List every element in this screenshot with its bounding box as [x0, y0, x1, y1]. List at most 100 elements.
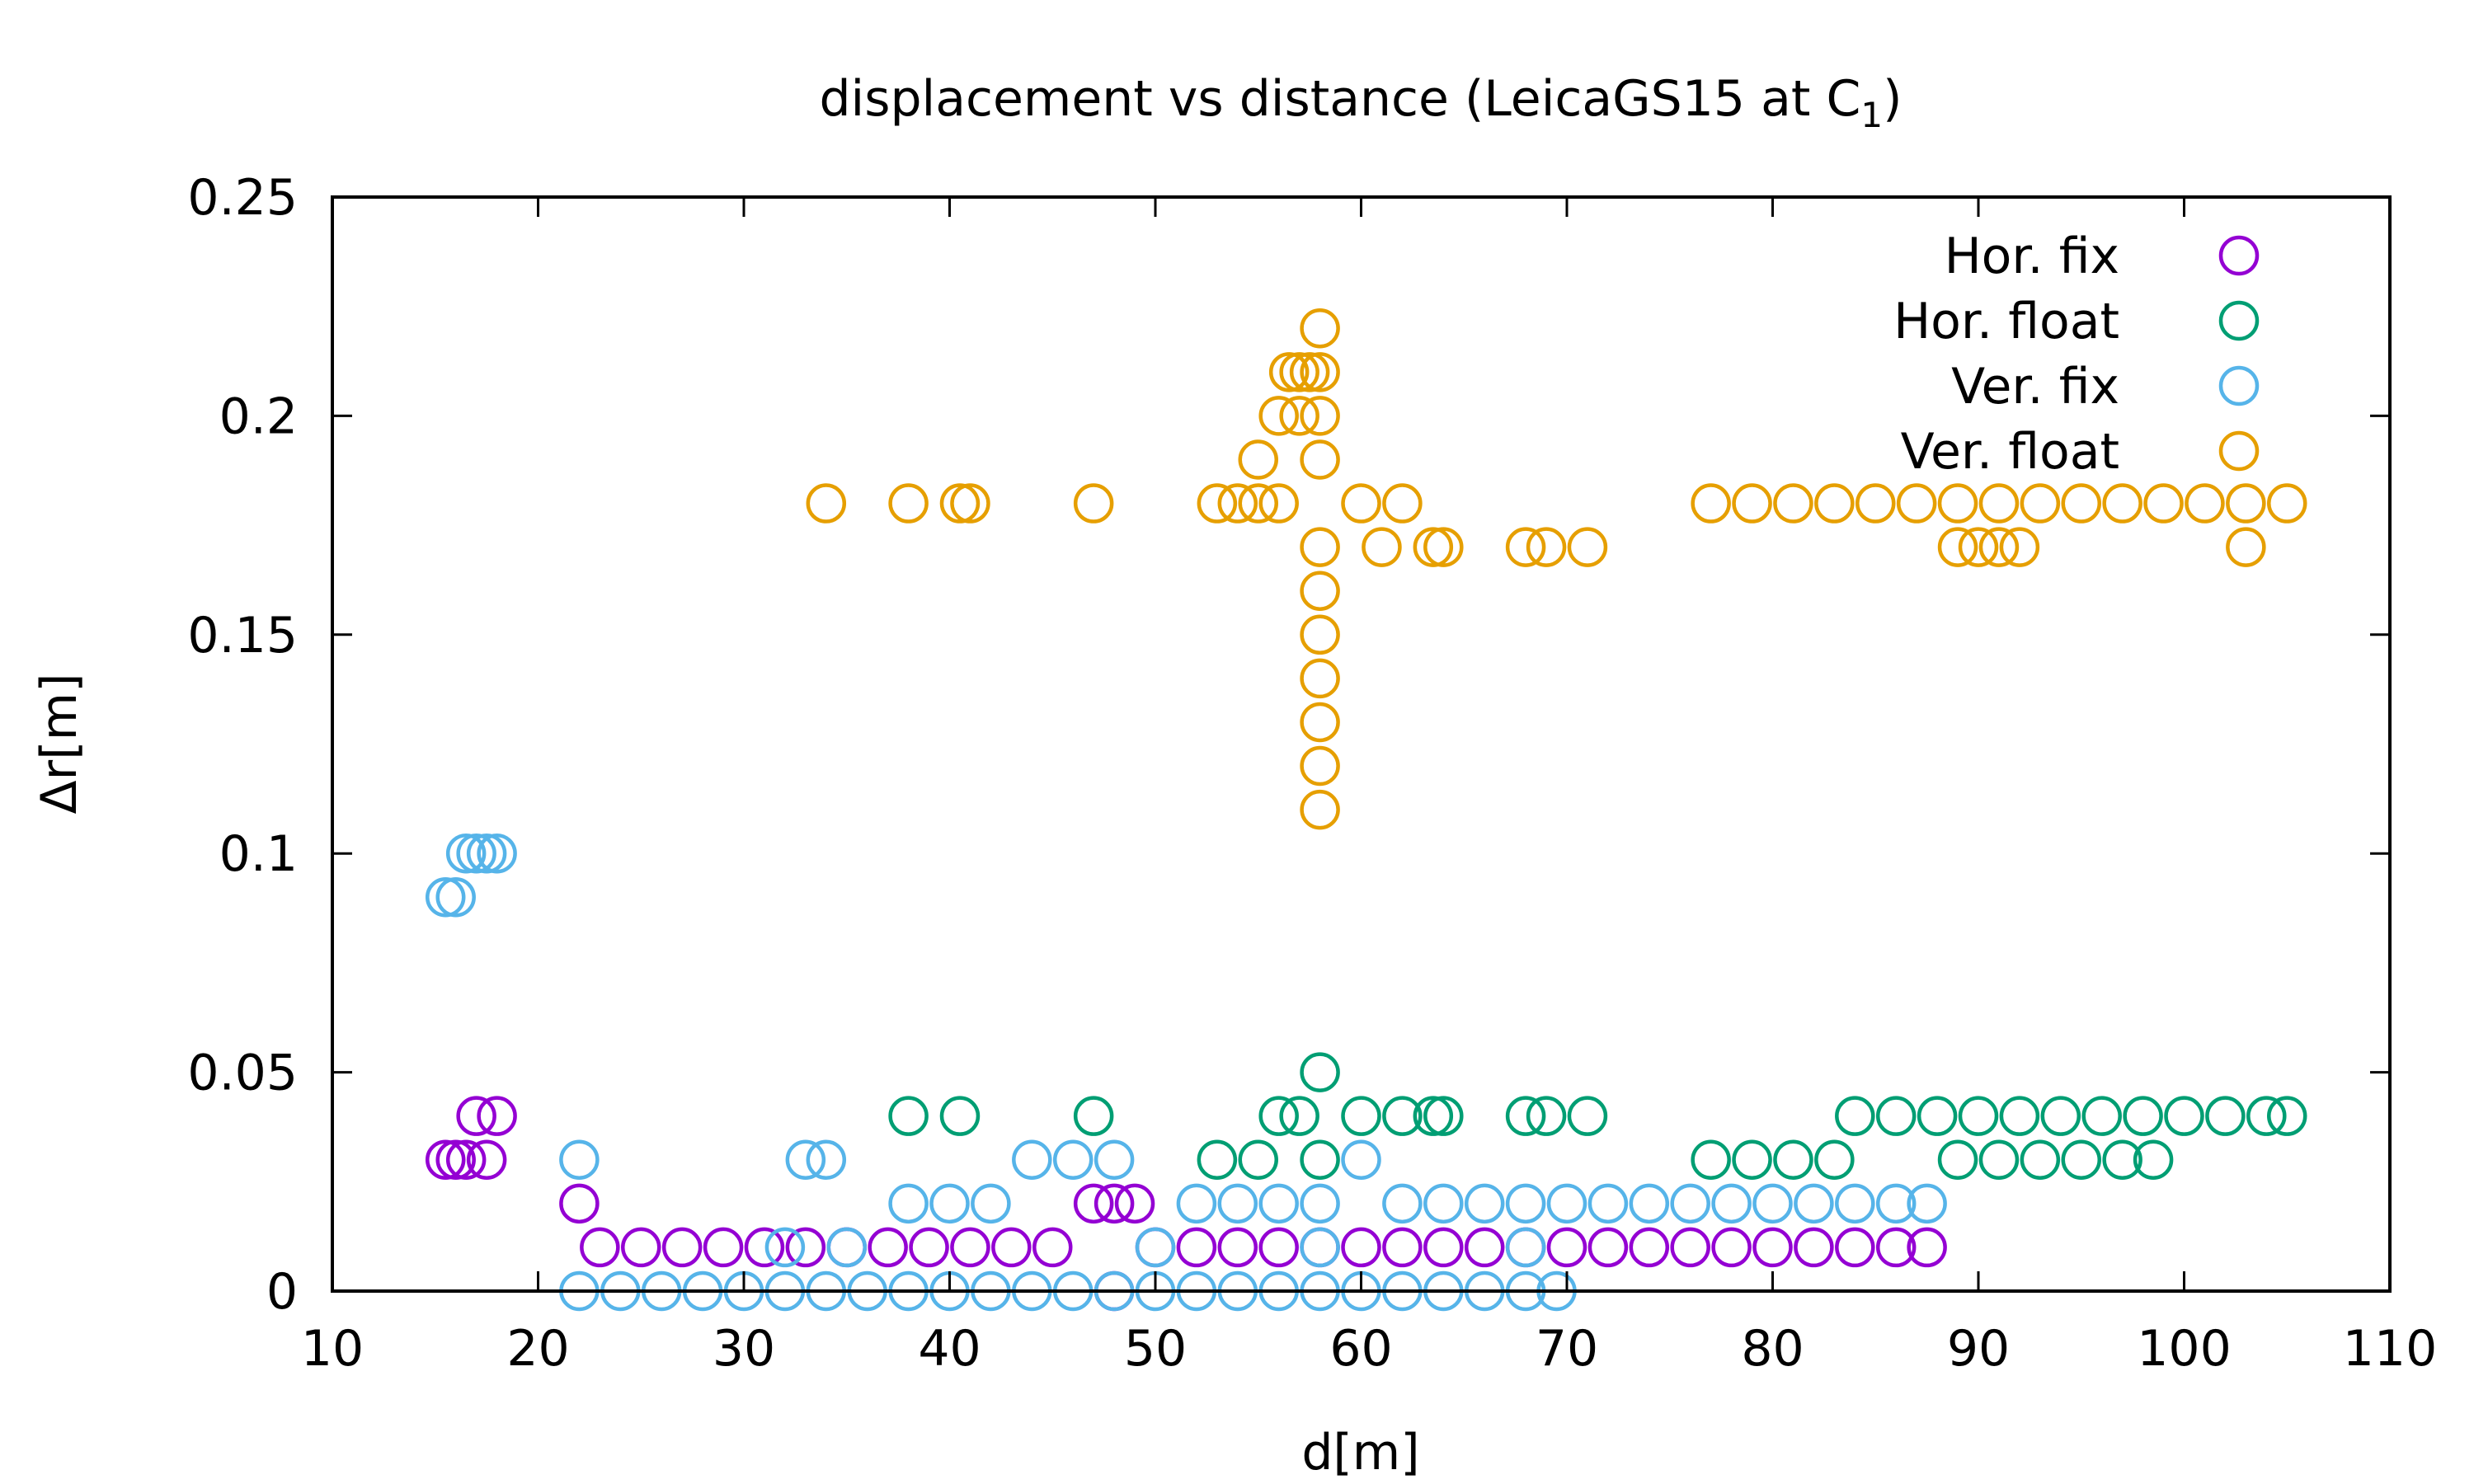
- y-axis-label: Δr[m]: [31, 674, 88, 815]
- data-point: [785, 1227, 826, 1268]
- data-point: [1114, 1183, 1155, 1224]
- data-point: [1094, 1183, 1135, 1224]
- data-point: [1176, 1227, 1217, 1268]
- data-point: [1300, 614, 1340, 655]
- x-tick-label: 100: [2137, 1320, 2232, 1378]
- data-point: [1773, 1139, 1813, 1181]
- data-point: [785, 1139, 826, 1181]
- y-tick-label: 0.05: [187, 1045, 298, 1102]
- x-tick-label: 80: [1741, 1320, 1804, 1378]
- data-point: [868, 1227, 908, 1268]
- data-point: [1423, 1096, 1464, 1136]
- y-tick-label: 0.15: [187, 607, 298, 665]
- data-point: [1300, 789, 1340, 830]
- data-point: [1937, 483, 1978, 524]
- data-point: [1711, 1227, 1752, 1268]
- data-point: [1546, 1183, 1587, 1224]
- data-point: [1382, 1227, 1423, 1268]
- data-point: [888, 483, 929, 524]
- data-point: [1670, 1183, 1710, 1224]
- data-point: [1341, 1227, 1381, 1268]
- data-point: [1341, 483, 1381, 524]
- data-point: [1258, 1096, 1299, 1136]
- data-point: [1978, 1139, 2020, 1181]
- y-tick-label: 0: [266, 1263, 298, 1321]
- data-point: [1094, 1139, 1135, 1181]
- data-point: [1176, 1183, 1217, 1224]
- data-point: [1268, 352, 1310, 392]
- data-point: [1300, 658, 1340, 699]
- data-point: [425, 1139, 466, 1181]
- data-point: [888, 1096, 929, 1136]
- data-point: [1978, 483, 2020, 524]
- data-point: [1300, 702, 1340, 743]
- data-point: [2102, 483, 2142, 524]
- data-point: [1382, 1096, 1423, 1136]
- data-point: [661, 1227, 703, 1268]
- axis-ticks: 10 20 30 40 50 60 70 80 90 100 110 0 0.05 0.1 0.15 0.2 0…: [187, 169, 2437, 1378]
- series-0: [425, 1096, 1947, 1312]
- data-point: [1875, 1183, 1917, 1224]
- data-point: [1958, 527, 1999, 567]
- data-point: [1300, 439, 1340, 480]
- data-point: [1567, 1096, 1608, 1136]
- chart-title-subscript: 1: [1860, 95, 1883, 135]
- data-point: [1896, 483, 1937, 524]
- data-point: [1629, 1183, 1670, 1224]
- data-point: [2020, 1139, 2061, 1181]
- data-point: [1856, 483, 1896, 524]
- data-point: [1032, 1227, 1073, 1268]
- data-point: [1258, 1183, 1299, 1224]
- chart-title: displacement vs distance (LeicaGS15 at C…: [819, 70, 1902, 135]
- data-point: [1587, 1183, 1629, 1224]
- data-point: [2164, 1096, 2204, 1136]
- legend-marker: [2218, 365, 2260, 406]
- data-point: [1907, 1183, 1947, 1224]
- legend-marker: [2218, 300, 2260, 341]
- data-point: [435, 1139, 476, 1181]
- data-point: [1238, 483, 1278, 524]
- series-3: [806, 308, 2307, 830]
- data-point: [2205, 1096, 2246, 1136]
- data-point: [1135, 1227, 1176, 1268]
- data-point: [2020, 483, 2061, 524]
- data-point: [1413, 527, 1454, 567]
- data-point: [1073, 1183, 1114, 1224]
- data-point: [1505, 1096, 1546, 1136]
- data-point: [1937, 527, 1978, 567]
- data-point: [2061, 483, 2101, 524]
- data-point: [764, 1227, 806, 1268]
- data-point: [1629, 1227, 1670, 1268]
- data-point: [1875, 1227, 1917, 1268]
- data-point: [1999, 527, 2040, 567]
- data-point: [1300, 571, 1340, 611]
- data-point: [1999, 1096, 2040, 1136]
- data-point: [621, 1227, 661, 1268]
- data-point: [1835, 1096, 1875, 1136]
- data-point: [1835, 1183, 1875, 1224]
- legend-marker: [2218, 430, 2260, 472]
- plot-frame: [331, 195, 2392, 1293]
- data-point: [435, 877, 476, 918]
- data-point: [1197, 483, 1238, 524]
- data-point: [1279, 1096, 1319, 1136]
- data-point: [939, 1096, 981, 1136]
- data-point: [1670, 1227, 1710, 1268]
- data-point: [744, 1227, 785, 1268]
- x-tick-label: 50: [1124, 1320, 1187, 1378]
- data-point: [1794, 1227, 1834, 1268]
- data-point: [477, 833, 517, 874]
- x-tick-label: 30: [713, 1320, 775, 1378]
- data-point: [2246, 1096, 2287, 1136]
- data-point: [1814, 483, 1855, 524]
- data-point: [1423, 1183, 1464, 1224]
- data-point: [1794, 1183, 1834, 1224]
- data-point: [1546, 1227, 1587, 1268]
- data-point: [1012, 1139, 1052, 1181]
- data-point: [1279, 352, 1319, 392]
- data-point: [1814, 1139, 1855, 1181]
- data-point: [1217, 1183, 1258, 1224]
- data-point: [1300, 396, 1340, 436]
- data-point: [1382, 483, 1423, 524]
- data-point: [1917, 1096, 1958, 1136]
